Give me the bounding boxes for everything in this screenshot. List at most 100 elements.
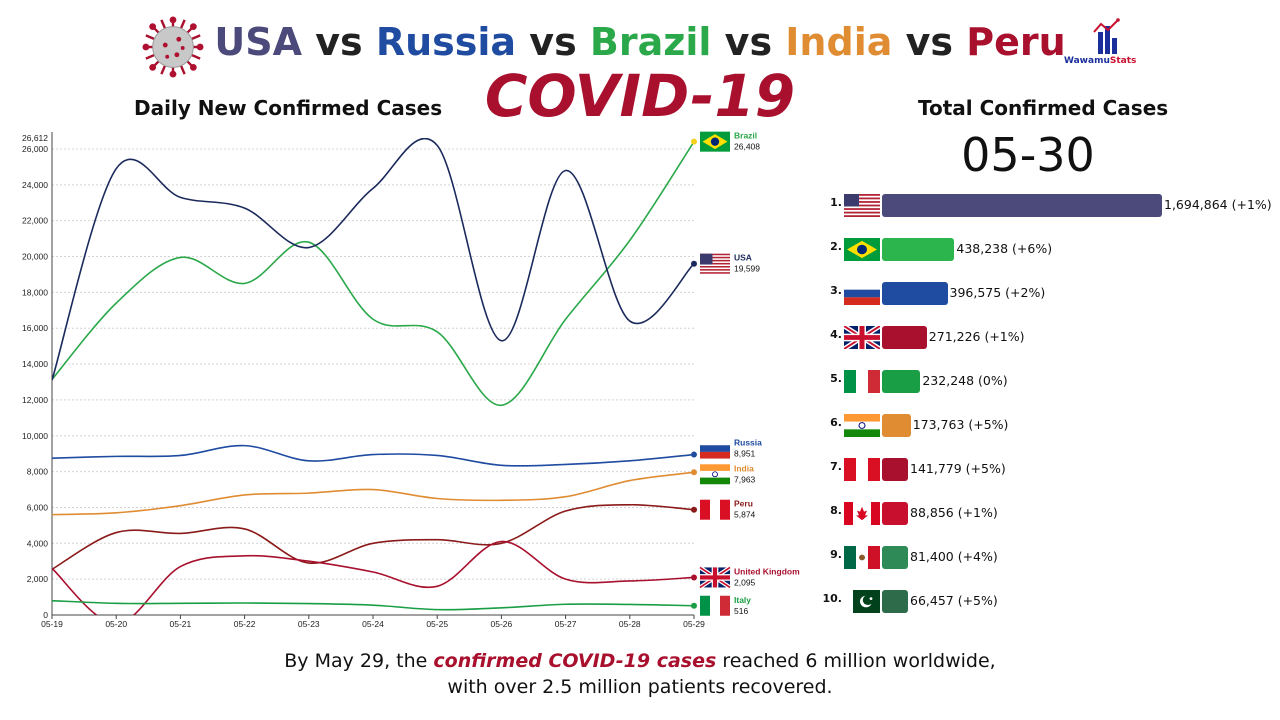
- daily-cases-line-chart: 0 2,000 4,000 6,000 8,000 10,000 12,000 14,000 1…: [22, 131, 800, 629]
- total-cases-value: 66,457 (+5%): [910, 593, 998, 608]
- series-value-label: 5,874: [734, 510, 756, 520]
- title-separator: vs: [301, 20, 376, 64]
- series-line-united-kingdom: [52, 540, 695, 615]
- wawamustats-logo-icon: [1093, 18, 1120, 54]
- total-cases-bar-chart: 1. 1,694,864 (+1%) 2. 438,238 (+6%) 3. 396,57…: [820, 190, 1280, 630]
- x-tick-label: 05-19: [41, 619, 63, 629]
- rank-row: 1. 1,694,864 (+1%): [820, 190, 1280, 218]
- rank-number: 10.: [822, 592, 843, 605]
- rank-number: 4.: [830, 328, 842, 341]
- total-cases-bar: [882, 282, 948, 305]
- title-separator: vs: [516, 20, 590, 64]
- series-name-label: India: [734, 463, 754, 473]
- x-tick-label: 05-27: [555, 619, 577, 629]
- mexico-flag-icon: [844, 546, 880, 570]
- y-tick-label: 8,000: [27, 467, 49, 477]
- rank-row: 3. 396,575 (+2%): [820, 278, 1280, 306]
- total-cases-heading: Total Confirmed Cases: [918, 96, 1169, 120]
- series-name-label: Brazil: [734, 131, 757, 141]
- pakistan-flag-icon: [844, 590, 880, 614]
- series-name-label: Russia: [734, 438, 762, 448]
- italy-flag-icon: [844, 370, 880, 394]
- x-tick-label: 05-22: [234, 619, 256, 629]
- series-end-point: [691, 602, 697, 609]
- brazil-flag-icon: [844, 238, 880, 262]
- y-tick-label: 26,000: [22, 144, 48, 154]
- y-tick-label: 20,000: [22, 252, 48, 262]
- russia-flag-icon: [844, 282, 880, 306]
- total-cases-value: 396,575 (+2%): [949, 285, 1046, 300]
- rank-number: 5.: [830, 372, 842, 385]
- series-name-label: United Kingdom: [734, 566, 800, 576]
- title-separator: vs: [892, 20, 967, 64]
- x-tick-label: 05-23: [298, 619, 320, 629]
- x-tick-label: 05-21: [170, 619, 192, 629]
- caption: By May 29, the confirmed COVID-19 cases …: [284, 650, 996, 698]
- total-cases-bar: [882, 458, 908, 481]
- rank-row: 7. 141,779 (+5%): [820, 454, 1280, 482]
- rank-row: 4. 271,226 (+1%): [820, 322, 1280, 351]
- rank-number: 9.: [830, 548, 842, 561]
- y-tick-label: 16,000: [22, 323, 48, 333]
- series-line-india: [52, 471, 695, 516]
- total-cases-bar: [882, 326, 927, 349]
- canada-flag-icon: [844, 502, 880, 526]
- y-tick-label: 4,000: [27, 538, 49, 548]
- russia-flag-icon: [700, 438, 730, 459]
- x-tick-label: 05-29: [683, 619, 705, 629]
- x-tick-label: 05-28: [619, 619, 641, 629]
- rank-row: 10. 66,457 (+5%): [820, 586, 1280, 614]
- series-value-label: 19,599: [734, 264, 760, 274]
- series-end-point: [691, 469, 697, 476]
- title-country-india: India: [785, 20, 893, 64]
- y-tick-label: 22,000: [22, 216, 48, 226]
- total-cases-bar: [882, 238, 955, 261]
- y-tick-label: 2,000: [27, 574, 49, 584]
- india-flag-icon: [844, 414, 880, 438]
- series-name-label: USA: [734, 253, 752, 263]
- peru-flag-icon: [700, 499, 730, 520]
- rank-number: 8.: [830, 504, 842, 517]
- brazil-flag-icon: [700, 131, 730, 152]
- series-end-point: [691, 138, 697, 145]
- rank-row: 6. 173,763 (+5%): [820, 410, 1280, 438]
- total-cases-value: 141,779 (+5%): [910, 461, 1006, 476]
- y-tick-label: 18,000: [22, 287, 48, 297]
- x-tick-label: 05-25: [426, 619, 448, 629]
- y-tick-label: 14,000: [22, 359, 48, 369]
- series-name-label: Peru: [734, 499, 753, 509]
- series-end-point: [691, 260, 697, 267]
- series-value-label: 2,095: [734, 577, 756, 587]
- coronavirus-icon: [142, 16, 204, 78]
- title-country-brazil: Brazil: [589, 20, 712, 64]
- y-tick-label: 10,000: [22, 431, 48, 441]
- series-line-italy: [52, 599, 695, 611]
- rank-number: 1.: [830, 196, 842, 209]
- uk-flag-icon: [698, 565, 732, 590]
- logo-text: WawamuStats: [1064, 56, 1137, 66]
- rank-number: 6.: [830, 416, 842, 429]
- daily-cases-heading: Daily New Confirmed Cases: [134, 96, 443, 120]
- series-end-point: [691, 451, 697, 458]
- india-flag-icon: [700, 464, 730, 485]
- total-cases-bar: [882, 502, 908, 525]
- rank-row: 8. 88,856 (+1%): [820, 498, 1280, 526]
- series-value-label: 7,963: [734, 474, 756, 484]
- covid-title: COVID-19: [484, 62, 796, 130]
- series-end-point: [691, 506, 697, 513]
- y-tick-label: 24,000: [22, 180, 48, 190]
- x-tick-label: 05-20: [105, 619, 127, 629]
- uk-flag-icon: [842, 324, 882, 351]
- total-cases-value: 1,694,864 (+1%): [1164, 197, 1272, 212]
- title-country-peru: Peru: [966, 20, 1066, 64]
- series-value-label: 516: [734, 606, 748, 616]
- title-country-usa: USA: [214, 20, 302, 64]
- total-cases-value: 438,238 (+6%): [956, 241, 1053, 256]
- y-tick-label: 6,000: [27, 502, 49, 512]
- y-tick-label: 0: [43, 610, 48, 620]
- x-tick-label: 05-26: [491, 619, 513, 629]
- total-cases-bar: [882, 370, 921, 393]
- total-cases-value: 173,763 (+5%): [912, 417, 1009, 432]
- total-cases-value: 88,856 (+1%): [910, 505, 998, 520]
- rank-row: 2. 438,238 (+6%): [820, 234, 1280, 262]
